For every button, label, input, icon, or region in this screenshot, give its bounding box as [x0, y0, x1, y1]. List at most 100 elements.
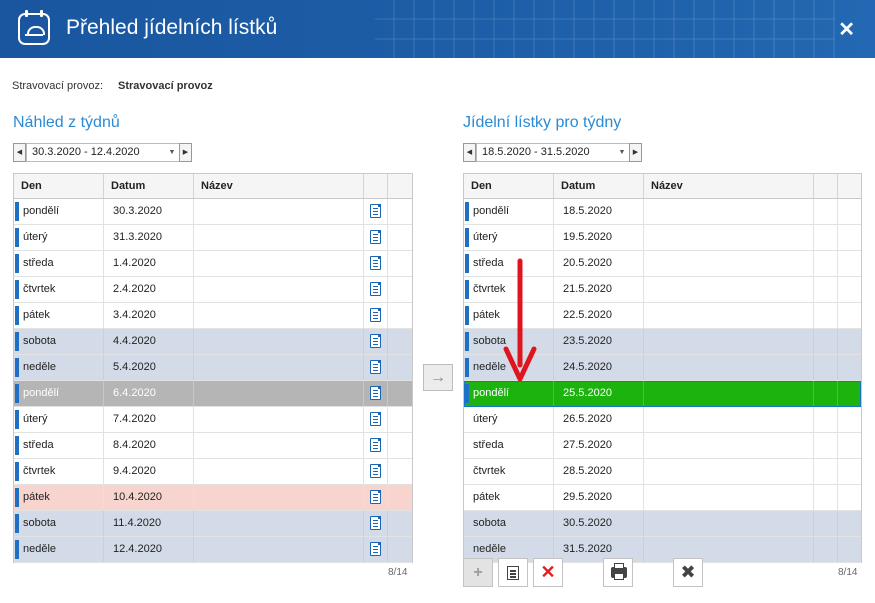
cell-nazev	[194, 355, 364, 380]
cell-den: úterý	[464, 407, 554, 432]
table-row[interactable]: neděle 5.4.2020	[14, 355, 412, 381]
right-next-week-button[interactable]: ▶	[629, 143, 642, 162]
cell-nazev	[644, 381, 814, 406]
document-icon[interactable]	[370, 438, 381, 452]
cell-nazev	[644, 199, 814, 224]
table-row[interactable]: pátek 22.5.2020	[464, 303, 861, 329]
table-row[interactable]: pondělí 18.5.2020	[464, 199, 861, 225]
left-table-header: Den Datum Název	[14, 174, 412, 199]
document-icon[interactable]	[370, 516, 381, 530]
table-row[interactable]: úterý 26.5.2020	[464, 407, 861, 433]
table-row[interactable]: čtvrtek 2.4.2020	[14, 277, 412, 303]
table-row[interactable]: pondělí 30.3.2020	[14, 199, 412, 225]
table-row[interactable]: pátek 10.4.2020	[14, 485, 412, 511]
day-marker	[15, 306, 19, 325]
cell-den: sobota	[464, 329, 554, 354]
cell-extra	[838, 277, 862, 302]
cell-nazev	[194, 407, 364, 432]
cell-nazev	[194, 485, 364, 510]
table-row[interactable]: pondělí 6.4.2020	[14, 381, 412, 407]
cell-extra	[838, 511, 862, 536]
copy-right-button[interactable]: →	[423, 364, 453, 391]
table-row[interactable]: čtvrtek 28.5.2020	[464, 459, 861, 485]
cell-icon	[364, 459, 388, 484]
cell-icon	[364, 407, 388, 432]
table-row[interactable]: úterý 19.5.2020	[464, 225, 861, 251]
document-icon[interactable]	[370, 386, 381, 400]
cell-datum: 19.5.2020	[554, 225, 644, 250]
cell-icon	[364, 251, 388, 276]
document-icon[interactable]	[370, 204, 381, 218]
table-row[interactable]: čtvrtek 21.5.2020	[464, 277, 861, 303]
table-row[interactable]: středa 20.5.2020	[464, 251, 861, 277]
left-next-week-button[interactable]: ▶	[179, 143, 192, 162]
print-button[interactable]	[603, 558, 633, 587]
document-icon[interactable]	[370, 230, 381, 244]
document-icon[interactable]	[370, 256, 381, 270]
table-row[interactable]: úterý 31.3.2020	[14, 225, 412, 251]
col-datum[interactable]: Datum	[104, 174, 194, 198]
cell-extra	[838, 355, 862, 380]
left-week-range: 30.3.2020 - 12.4.2020	[32, 146, 140, 158]
table-row[interactable]: sobota 4.4.2020	[14, 329, 412, 355]
table-row[interactable]: čtvrtek 9.4.2020	[14, 459, 412, 485]
document-icon[interactable]	[370, 542, 381, 556]
titlebar-pattern	[375, 0, 835, 58]
document-icon[interactable]	[370, 282, 381, 296]
document-icon[interactable]	[370, 412, 381, 426]
table-row[interactable]: úterý 7.4.2020	[14, 407, 412, 433]
cell-datum: 27.5.2020	[554, 433, 644, 458]
right-week-select[interactable]: 18.5.2020 - 31.5.2020 ▼	[476, 143, 630, 162]
right-prev-week-button[interactable]: ◀	[463, 143, 476, 162]
day-marker	[15, 436, 19, 455]
add-button[interactable]: +	[463, 558, 493, 587]
table-row[interactable]: neděle 31.5.2020	[464, 537, 861, 563]
left-prev-week-button[interactable]: ◀	[13, 143, 26, 162]
document-icon[interactable]	[370, 464, 381, 478]
table-row[interactable]: pondělí 25.5.2020	[464, 381, 861, 407]
cell-den: sobota	[14, 511, 104, 536]
day-marker	[15, 384, 19, 403]
document-icon[interactable]	[370, 360, 381, 374]
cell-den: úterý	[14, 407, 104, 432]
document-icon[interactable]	[370, 308, 381, 322]
cell-icon	[814, 199, 838, 224]
col-nazev[interactable]: Název	[644, 174, 814, 198]
left-week-select[interactable]: 30.3.2020 - 12.4.2020 ▼	[26, 143, 180, 162]
table-row[interactable]: neděle 24.5.2020	[464, 355, 861, 381]
col-den[interactable]: Den	[464, 174, 554, 198]
col-den[interactable]: Den	[14, 174, 104, 198]
cell-nazev	[194, 537, 364, 562]
col-datum[interactable]: Datum	[554, 174, 644, 198]
settings-button[interactable]: ✖	[673, 558, 703, 587]
table-row[interactable]: sobota 11.4.2020	[14, 511, 412, 537]
document-icon[interactable]	[370, 490, 381, 504]
cell-icon	[814, 355, 838, 380]
close-icon[interactable]: ✕	[838, 19, 855, 41]
table-row[interactable]: pátek 3.4.2020	[14, 303, 412, 329]
right-days-table: Den Datum Název pondělí 18.5.2020 úterý 19.…	[463, 173, 862, 563]
table-row[interactable]: neděle 12.4.2020	[14, 537, 412, 563]
day-marker	[15, 228, 19, 247]
cell-extra	[838, 459, 862, 484]
table-row[interactable]: sobota 23.5.2020	[464, 329, 861, 355]
table-row[interactable]: středa 27.5.2020	[464, 433, 861, 459]
table-row[interactable]: pátek 29.5.2020	[464, 485, 861, 511]
cell-extra	[388, 251, 412, 276]
day-marker	[465, 202, 469, 221]
cell-nazev	[644, 511, 814, 536]
cell-icon	[814, 433, 838, 458]
edit-button[interactable]	[498, 558, 528, 587]
table-row[interactable]: středa 8.4.2020	[14, 433, 412, 459]
col-nazev[interactable]: Název	[194, 174, 364, 198]
cell-datum: 25.5.2020	[554, 381, 644, 406]
cell-nazev	[644, 251, 814, 276]
cell-extra	[388, 485, 412, 510]
document-icon[interactable]	[370, 334, 381, 348]
table-row[interactable]: sobota 30.5.2020	[464, 511, 861, 537]
cell-icon	[814, 537, 838, 562]
table-row[interactable]: středa 1.4.2020	[14, 251, 412, 277]
cell-extra	[838, 329, 862, 354]
cell-icon	[364, 485, 388, 510]
delete-button[interactable]: ✕	[533, 558, 563, 587]
